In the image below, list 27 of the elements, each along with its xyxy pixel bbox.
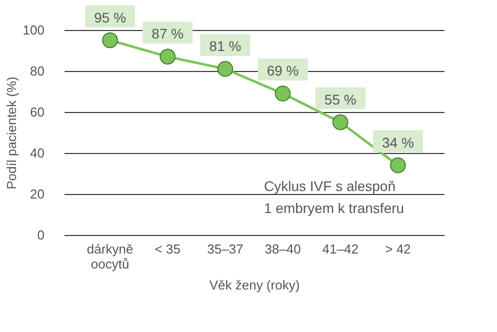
- text: 95 %: [94, 9, 126, 26]
- x-tick-label: 38–40: [264, 242, 301, 256]
- point: [274, 86, 291, 102]
- point: [332, 114, 348, 130]
- x-tick-label: 35–37: [207, 242, 244, 256]
- annotation: Cyklus IVF s alespoň 1 embryem k transferu: [264, 178, 404, 216]
- y-axis-title: Podíl pacientek (%): [4, 76, 19, 190]
- y-tick-label: 80: [30, 64, 44, 78]
- y-tick-label: 40: [30, 146, 44, 160]
- text: 87 %: [152, 26, 184, 42]
- text: 81 %: [209, 38, 242, 54]
- text: 69 %: [266, 62, 299, 79]
- y-tick-label: 0: [37, 228, 44, 242]
- x-tick-label: < 35: [154, 242, 180, 256]
- text: 55 %: [324, 91, 356, 108]
- point: [102, 32, 118, 48]
- point: [160, 48, 176, 65]
- y-tick-label: 20: [30, 186, 44, 202]
- x-tick-label: > 42: [385, 242, 411, 256]
- y-tick-label: 60: [30, 104, 44, 120]
- x-axis-title: Věk ženy (roky): [209, 278, 300, 292]
- x-tick-label: dárkyně oocytů: [86, 242, 134, 272]
- text: 34 %: [382, 134, 414, 150]
- y-tick-label: 100: [22, 22, 44, 38]
- point: [390, 157, 406, 174]
- x-tick-label: 41–42: [322, 242, 358, 256]
- point: [217, 61, 234, 77]
